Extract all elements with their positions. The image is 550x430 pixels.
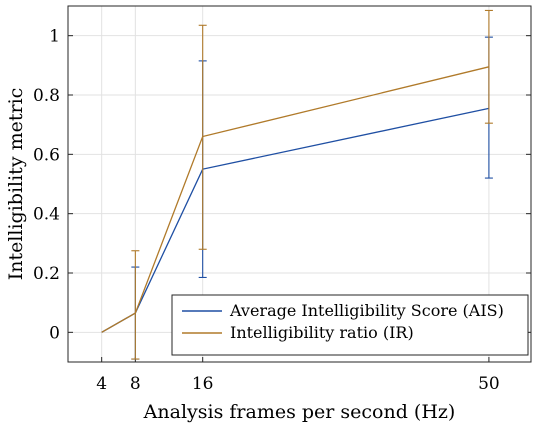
legend-entry-ais: Average Intelligibility Score (AIS) <box>229 301 504 320</box>
error-bar <box>484 9 493 124</box>
x-tick-label: 4 <box>96 374 107 394</box>
error-bar <box>131 250 140 360</box>
y-tick-label: 0.6 <box>33 145 60 165</box>
legend-box <box>171 294 529 356</box>
x-tick-label: 8 <box>130 374 141 394</box>
y-tick-label: 0 <box>49 323 60 343</box>
data-series <box>101 9 493 360</box>
x-tick-label: 50 <box>478 374 500 394</box>
plot-area-frame <box>67 5 532 363</box>
x-axis-label: Analysis frames per second (Hz) <box>143 401 456 423</box>
y-tick-label: 0.8 <box>33 86 60 106</box>
error-bar <box>198 24 207 250</box>
legend: Average Intelligibility Score (AIS) Inte… <box>171 294 529 356</box>
y-axis-label: Intelligibility metric <box>5 88 27 281</box>
x-tick-label: 16 <box>192 374 214 394</box>
y-tick-label: 1 <box>49 27 60 47</box>
series-line-1 <box>101 66 490 333</box>
y-tick-label: 0.2 <box>33 264 60 284</box>
y-tick-label: 0.4 <box>33 205 60 225</box>
axis-ticks: 4 8 16 50 0 0.2 0.4 0.6 0.8 1 <box>33 27 531 394</box>
legend-entry-ir: Intelligibility ratio (IR) <box>230 323 414 342</box>
